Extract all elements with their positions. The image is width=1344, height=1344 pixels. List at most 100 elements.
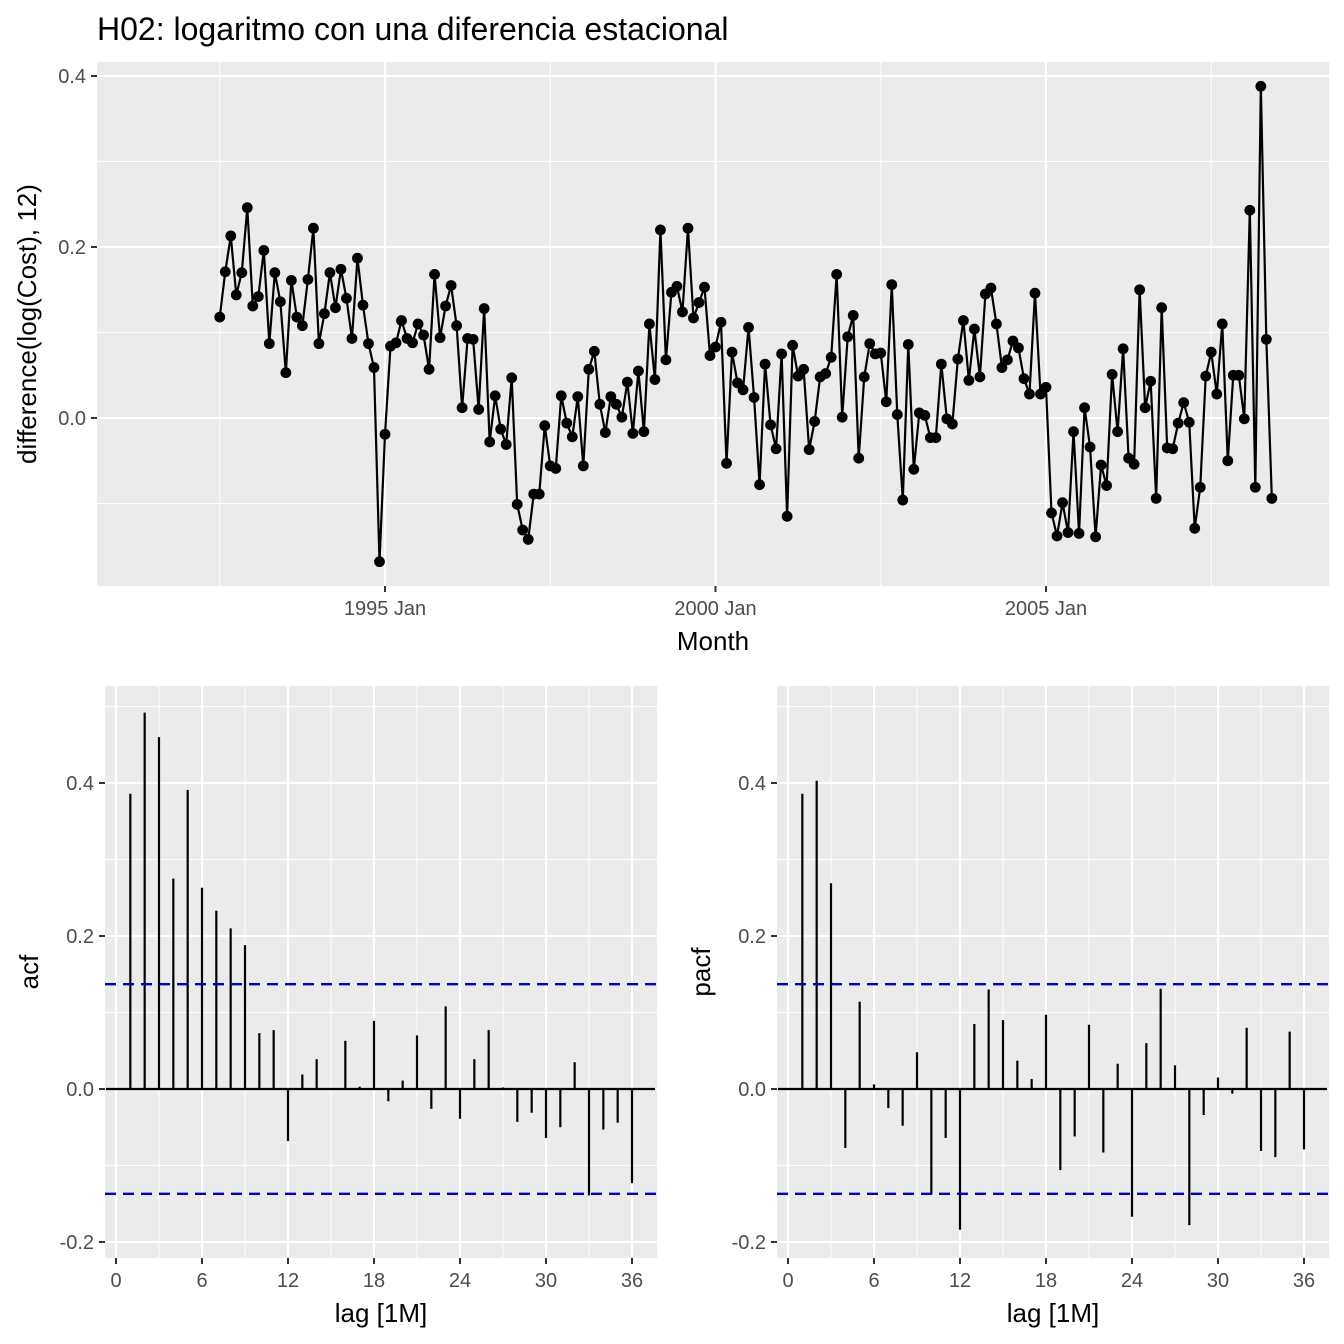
pacf-x-axis-title: lag [1M] bbox=[1007, 1298, 1100, 1328]
time-series-point bbox=[1150, 492, 1162, 504]
time-series-point bbox=[291, 311, 303, 323]
time-series-point bbox=[1040, 381, 1052, 393]
time-series-point bbox=[594, 398, 606, 410]
time-series-point bbox=[632, 365, 644, 377]
time-series-point bbox=[379, 428, 391, 440]
time-series-point bbox=[930, 432, 942, 444]
time-series-point bbox=[1139, 402, 1151, 414]
time-series-point bbox=[1090, 531, 1101, 543]
time-series-point bbox=[429, 268, 440, 280]
time-series-point bbox=[511, 498, 523, 510]
time-series-point bbox=[219, 266, 231, 278]
time-series-point bbox=[621, 376, 633, 388]
time-series-point bbox=[1079, 402, 1090, 414]
time-series-point bbox=[688, 312, 699, 324]
time-series-point bbox=[583, 363, 595, 375]
time-series-point bbox=[1134, 284, 1146, 296]
acf-bars bbox=[105, 712, 657, 1196]
time-series-point bbox=[451, 320, 463, 332]
time-series-point bbox=[247, 300, 259, 312]
acf-y-axis-title: acf bbox=[14, 954, 44, 989]
time-series-point bbox=[787, 339, 799, 351]
time-series-point bbox=[484, 436, 496, 448]
time-series-point bbox=[1068, 426, 1079, 438]
time-series-point bbox=[550, 463, 562, 474]
time-series-point bbox=[963, 374, 975, 386]
time-series-point bbox=[1183, 416, 1195, 428]
time-series-point bbox=[1057, 497, 1068, 509]
time-series-point bbox=[258, 245, 270, 256]
time-series-point bbox=[957, 315, 969, 326]
time-series-point bbox=[236, 267, 248, 279]
time-series-y-tick-label: 0.4 bbox=[58, 66, 86, 88]
time-series-x-axis-title: Month bbox=[677, 626, 749, 656]
time-series-point bbox=[649, 374, 661, 385]
time-series-point bbox=[1013, 342, 1024, 354]
time-series-point bbox=[489, 390, 501, 402]
pacf-x-tick-label: 6 bbox=[868, 1270, 879, 1292]
pacf-x-tick-label: 36 bbox=[1293, 1270, 1315, 1292]
time-series-point bbox=[759, 358, 771, 370]
time-series-point bbox=[880, 396, 892, 408]
time-series-point bbox=[974, 371, 986, 383]
pacf-y-tick-label: 0.2 bbox=[738, 926, 766, 948]
time-series-point bbox=[396, 315, 407, 326]
time-series-point bbox=[440, 300, 451, 312]
time-series-point bbox=[803, 444, 815, 456]
time-series-point bbox=[1046, 507, 1057, 519]
time-series-point bbox=[1095, 459, 1107, 471]
time-series-x-tick-label: 1995 Jan bbox=[344, 598, 426, 620]
time-series-point bbox=[682, 222, 694, 234]
pacf-y-tick-label: 0.0 bbox=[738, 1079, 766, 1101]
time-series-point bbox=[357, 299, 369, 311]
time-series-point bbox=[743, 321, 754, 333]
time-series-point bbox=[853, 452, 865, 464]
time-series-point bbox=[241, 202, 253, 214]
time-series-point bbox=[908, 463, 920, 475]
pacf-x-tick-label: 30 bbox=[1207, 1270, 1229, 1292]
time-series-point bbox=[1255, 80, 1267, 92]
pacf-axes: -0.2 0.0 0.2 0.4 0 6 12 18 24 30 36 bbox=[732, 773, 1316, 1292]
acf-panel: -0.2 0.0 0.2 0.4 0 6 12 18 24 30 36 lag [1M] acf bbox=[14, 686, 657, 1328]
acf-x-tick-label: 18 bbox=[363, 1270, 385, 1292]
time-series-point bbox=[1244, 204, 1256, 216]
time-series-point bbox=[1216, 318, 1228, 330]
time-series-point bbox=[897, 494, 909, 506]
time-series-point bbox=[1205, 346, 1217, 358]
time-series-point bbox=[368, 362, 380, 373]
time-series-point bbox=[225, 230, 237, 242]
time-series-point bbox=[274, 296, 286, 308]
time-series-point bbox=[285, 274, 297, 286]
time-series-point bbox=[836, 411, 848, 423]
time-series-point bbox=[1018, 373, 1030, 385]
time-series-point bbox=[1189, 522, 1201, 534]
time-series-point bbox=[214, 311, 226, 323]
time-series-point bbox=[737, 384, 749, 396]
acf-x-tick-label: 12 bbox=[277, 1270, 299, 1292]
time-series-point bbox=[1128, 458, 1140, 470]
time-series-point bbox=[1062, 527, 1074, 538]
time-series-x-tick-label: 2000 Jan bbox=[674, 598, 756, 620]
time-series-point bbox=[539, 420, 551, 432]
time-series-point bbox=[831, 268, 843, 280]
time-series-point bbox=[269, 267, 281, 279]
time-series-point bbox=[313, 338, 325, 350]
time-series-point bbox=[412, 318, 424, 330]
time-series-point bbox=[1211, 388, 1223, 400]
time-series-point bbox=[374, 556, 385, 568]
time-series-point bbox=[798, 363, 810, 375]
time-series-point bbox=[500, 439, 512, 450]
time-series-point bbox=[390, 337, 402, 349]
time-series-point bbox=[875, 347, 887, 359]
time-series-point bbox=[1051, 530, 1063, 542]
time-series-point bbox=[280, 367, 292, 379]
chart-title: H02: logaritmo con una diferencia estaci… bbox=[97, 11, 728, 47]
time-series-point bbox=[1024, 388, 1035, 400]
time-series-point bbox=[1117, 343, 1129, 355]
time-series-point bbox=[467, 333, 479, 345]
time-series-point bbox=[721, 457, 732, 469]
time-series-point bbox=[886, 279, 898, 291]
time-series-point bbox=[1194, 481, 1206, 493]
time-series-point bbox=[577, 460, 589, 472]
